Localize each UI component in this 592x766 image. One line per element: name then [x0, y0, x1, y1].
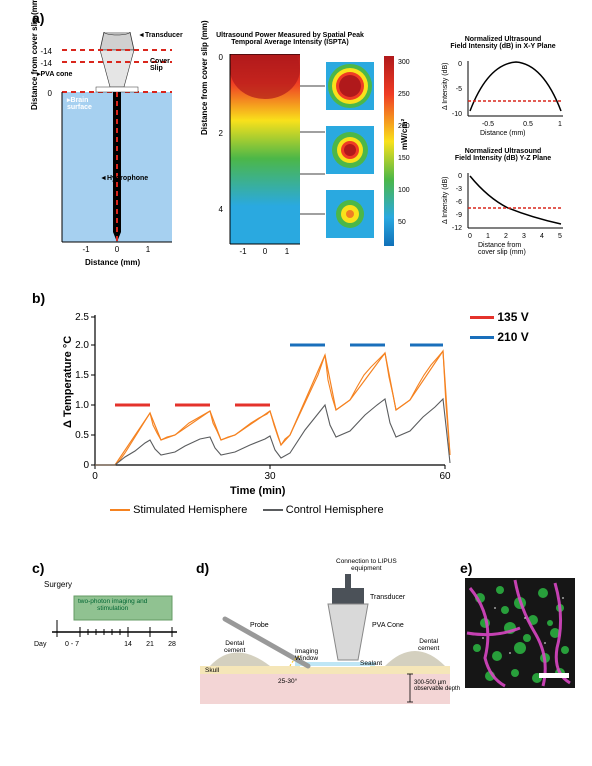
- svg-text:100: 100: [398, 187, 410, 194]
- micrograph: [465, 578, 575, 688]
- imaging-window-label: Imaging Window: [295, 648, 318, 662]
- schematic-ylabel: Distance from cover slip (mm): [30, 0, 39, 110]
- svg-text:-5: -5: [456, 86, 462, 93]
- svg-text:1.0: 1.0: [75, 400, 89, 411]
- svg-text:0: 0: [468, 233, 472, 240]
- svg-text:150: 150: [398, 155, 410, 162]
- svg-text:1: 1: [486, 233, 490, 240]
- svg-text:0: 0: [458, 61, 462, 68]
- svg-text:30: 30: [264, 471, 276, 482]
- svg-text:-3: -3: [456, 186, 462, 193]
- svg-text:-12: -12: [452, 225, 462, 232]
- colorbar: 300 250 200 150 100 50: [384, 56, 414, 246]
- angle-label: 25-30°: [278, 678, 297, 685]
- svg-text:21: 21: [146, 641, 154, 648]
- dental-cement-l: Dental cement: [224, 640, 245, 654]
- transducer-d-label: Transducer: [370, 594, 405, 601]
- xsec3: [326, 190, 374, 238]
- surgery-label: Surgery: [44, 580, 72, 589]
- xy-plot: 0 -5 -10 -0.5 0.5 1: [448, 56, 568, 136]
- yz-plot: 0 -3 -6 -9 -12 0 1 2 3 4 5: [448, 168, 568, 250]
- legend-hemi: Stimulated Hemisphere Control Hemisphere: [110, 504, 384, 516]
- schematic-xlabel: Distance (mm): [85, 258, 140, 267]
- panel-b-label: b): [32, 290, 45, 306]
- temp-chart: 0 0.5 1.0 1.5 2.0 2.5 0 30 60: [55, 305, 455, 495]
- temp-ylabel: Δ Temperature °C: [62, 336, 74, 428]
- setup-svg: [200, 564, 450, 704]
- svg-text:2.0: 2.0: [75, 340, 89, 351]
- svg-text:-1: -1: [82, 245, 90, 254]
- xy-ylabel: Δ Intensity (dB): [442, 63, 449, 110]
- svg-text:0: 0: [458, 173, 462, 180]
- svg-text:60: 60: [439, 471, 451, 482]
- svg-text:1: 1: [558, 121, 562, 128]
- cbar-label: mW/cm²: [400, 119, 409, 150]
- svg-text:0: 0: [48, 89, 53, 98]
- svg-text:2: 2: [504, 233, 508, 240]
- svg-text:5: 5: [558, 233, 562, 240]
- svg-text:28: 28: [168, 641, 176, 648]
- svg-text:14: 14: [124, 641, 132, 648]
- day-label: Day: [34, 641, 46, 648]
- svg-text:0.5: 0.5: [523, 121, 533, 128]
- svg-text:-14: -14: [40, 47, 52, 56]
- yz-title: Normalized Ultrasound Field Intensity (d…: [438, 148, 568, 162]
- skull-label: Skull: [205, 667, 219, 674]
- cover-slip-label: Cover Slip: [150, 58, 170, 72]
- heatmap-ylabel: Distance from cover slip (mm): [200, 20, 209, 135]
- svg-text:4: 4: [540, 233, 544, 240]
- timeline-svg: 0 - 7 14 21 28: [32, 582, 182, 662]
- svg-text:-14: -14: [40, 59, 52, 68]
- dental-cement-r: Dental cement: [418, 638, 439, 652]
- svg-text:-0.5: -0.5: [482, 121, 494, 128]
- probe-label: Probe: [250, 622, 269, 629]
- svg-text:0 - 7: 0 - 7: [65, 641, 79, 648]
- panel-e-label: e): [460, 560, 472, 576]
- imaging-box-label: two-photon imaging and stimulation: [78, 598, 147, 612]
- sealant-label: Sealant: [360, 660, 382, 667]
- svg-text:3: 3: [522, 233, 526, 240]
- svg-text:1: 1: [285, 247, 290, 254]
- xsec2: [326, 126, 374, 174]
- transducer-label: ◄Transducer: [138, 32, 183, 39]
- panel-c-label: c): [32, 560, 44, 576]
- xsec1: [326, 62, 374, 110]
- svg-text:0.5: 0.5: [75, 430, 89, 441]
- xy-title: Normalized Ultrasound Field Intensity (d…: [438, 36, 568, 50]
- svg-text:2: 2: [219, 129, 224, 138]
- xy-xlabel: Distance (mm): [480, 130, 526, 137]
- svg-text:0: 0: [92, 471, 98, 482]
- svg-text:250: 250: [398, 91, 410, 98]
- depth-label: 300-500 µm observable depth: [414, 680, 460, 692]
- heatmap-svg: 0 2 4 -1 0 1: [205, 54, 325, 254]
- svg-text:0: 0: [219, 54, 224, 62]
- svg-text:300: 300: [398, 59, 410, 66]
- svg-text:-6: -6: [456, 199, 462, 206]
- legend-v: 135 V 210 V: [470, 310, 529, 344]
- temp-xlabel: Time (min): [230, 485, 285, 497]
- svg-text:50: 50: [398, 219, 406, 226]
- brain-surface-label: ▸Brain surface: [67, 96, 92, 111]
- svg-text:0: 0: [115, 245, 120, 254]
- heatmap-title: Ultrasound Power Measured by Spatial Pea…: [210, 32, 370, 46]
- svg-text:-9: -9: [456, 212, 462, 219]
- svg-text:1.5: 1.5: [75, 370, 89, 381]
- pva-cone-d-label: PVA Cone: [372, 622, 404, 629]
- pva-cone-label: ▸PVA cone: [37, 70, 72, 78]
- svg-text:4: 4: [219, 205, 224, 214]
- svg-text:-1: -1: [239, 247, 247, 254]
- connection-label: Connection to LIPUS equipment: [336, 558, 397, 572]
- hydrophone-label: ◄Hydrophone: [100, 175, 148, 182]
- svg-text:0: 0: [83, 460, 89, 471]
- svg-text:-10: -10: [452, 111, 462, 118]
- yz-ylabel: Δ Intensity (dB): [442, 177, 449, 224]
- svg-text:2.5: 2.5: [75, 312, 89, 323]
- svg-text:1: 1: [146, 245, 151, 254]
- svg-text:0: 0: [263, 247, 268, 254]
- yz-xlabel: Distance from cover slip (mm): [478, 242, 526, 256]
